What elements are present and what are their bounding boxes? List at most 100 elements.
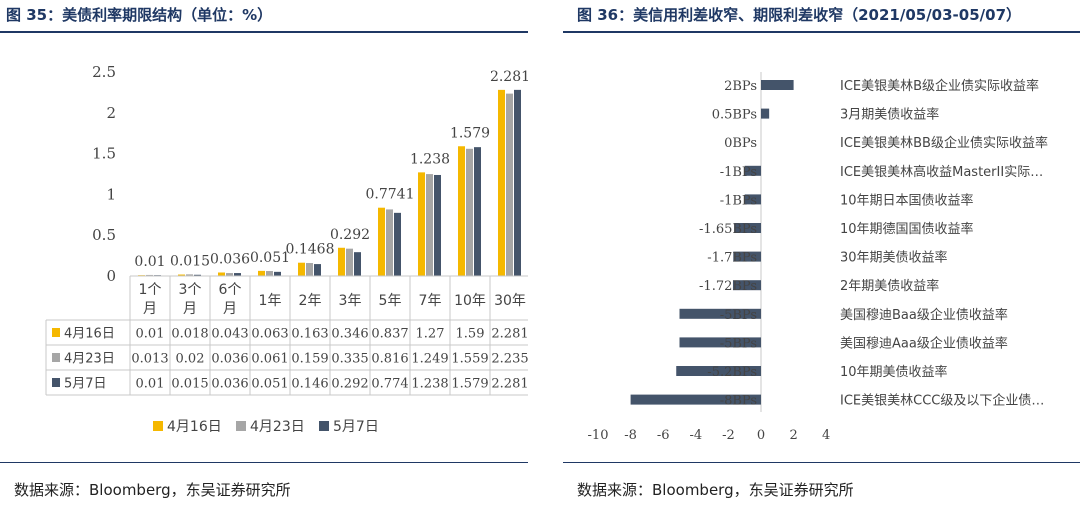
bar: [266, 271, 273, 276]
bar: [378, 207, 385, 276]
data-label: 0.015: [170, 253, 210, 269]
bar: [434, 174, 441, 276]
data-label: 0.1468: [286, 242, 335, 258]
category-label: 10年: [454, 293, 486, 309]
category-label: 30年期美债收益率: [840, 250, 948, 266]
bar: [676, 366, 761, 376]
category-label: 1年: [259, 293, 282, 309]
data-label: 1.579: [450, 125, 490, 141]
table-cell: 0.018: [171, 327, 208, 342]
table-cell: 2.281: [491, 327, 528, 342]
bar: [354, 252, 361, 276]
table-row-label: 4月16日: [64, 327, 115, 342]
data-label: 0.036: [210, 251, 250, 267]
table-cell: 0.159: [291, 352, 328, 367]
table-cell: 0.346: [331, 327, 368, 342]
table-cell: 1.238: [411, 377, 448, 392]
bar: [226, 273, 233, 276]
bar: [346, 248, 353, 276]
figure-36-source: 数据来源：Bloomberg，东吴证券研究所: [577, 481, 854, 499]
category-label: 2年: [299, 293, 322, 309]
x-tick-label: -6: [657, 428, 670, 443]
y-tick-label: 2: [106, 104, 116, 122]
x-tick-label: 0: [757, 428, 765, 443]
table-cell: 0.774: [371, 377, 408, 392]
y-tick-label: 0.5: [92, 226, 116, 244]
table-cell: 1.59: [456, 327, 485, 342]
data-label: 0.292: [330, 227, 370, 243]
bar: [394, 212, 401, 276]
table-cell: 0.063: [251, 327, 288, 342]
bar: [258, 270, 265, 276]
treasury-term-structure-chart: 00.511.522.50.01 0.015 0.036 0.0510.14680.2…: [45, 63, 528, 435]
figure-35-panel: 图 35：美债利率期限结构（单位：%） 0 0.5 1 1.5 2 2.5 0.01 0.01…: [0, 0, 528, 507]
bar: [734, 223, 761, 233]
x-tick-label: 2: [789, 428, 797, 443]
category-label: ICE美银美林高收益MasterII实际…: [840, 164, 1043, 180]
table-cell: 0.015: [171, 377, 208, 392]
data-label: 0.051: [250, 250, 290, 266]
figure-35-source: 数据来源：Bloomberg，东吴证券研究所: [14, 481, 291, 499]
table-cell: 0.292: [331, 377, 368, 392]
category-label: 10年期日本国债收益率: [840, 192, 974, 208]
bar: [498, 89, 505, 277]
table-cell: 0.02: [176, 352, 205, 367]
bar: [338, 247, 345, 276]
table-legend-key: [52, 328, 60, 337]
table-cell: 0.043: [211, 327, 248, 342]
bar: [426, 174, 433, 276]
bar: [761, 80, 794, 90]
bar: [506, 93, 513, 277]
bar: [733, 251, 761, 262]
value-label: -1.65BPs: [699, 222, 757, 237]
table-cell: 0.816: [371, 352, 408, 367]
value-label: 0BPs: [724, 136, 757, 151]
x-tick-label: -8: [624, 428, 637, 443]
category-label: 美国穆迪Aaa级企业债收益率: [840, 335, 1008, 351]
bar: [514, 89, 521, 277]
bar: [466, 148, 473, 276]
category-label: 5年: [379, 293, 402, 309]
table-cell: 1.249: [411, 352, 448, 367]
table-cell: 0.163: [291, 327, 328, 342]
category-label: 6个月: [219, 282, 242, 317]
value-label: 0.5BPs: [712, 108, 757, 123]
bar: [732, 280, 761, 291]
table-legend-key: [52, 378, 60, 387]
category-label: 30年: [494, 293, 526, 309]
category-label: 7年: [419, 293, 442, 309]
x-tick-label: -4: [689, 428, 702, 443]
bar: [679, 337, 761, 348]
y-tick-label: 1: [106, 185, 116, 203]
legend-label: 4月23日: [250, 419, 305, 435]
legend-label: 4月16日: [167, 419, 222, 435]
bar: [744, 165, 761, 176]
bar: [314, 264, 321, 276]
value-label: 2BPs: [724, 79, 757, 94]
figure-36-bottom-rule: [563, 462, 1080, 463]
category-label: 10年期德国国债收益率: [840, 221, 974, 237]
bar: [146, 274, 153, 276]
bar: [744, 194, 761, 205]
bar: [306, 263, 313, 276]
table-row-label: 4月23日: [64, 352, 115, 367]
figure-36-top-rule: [563, 31, 1080, 33]
value-label: -5BPs: [720, 308, 757, 323]
bar: [761, 108, 770, 119]
bar: [194, 274, 201, 276]
bar: [218, 272, 225, 276]
data-label: 1.238: [410, 151, 450, 167]
bar: [474, 147, 481, 276]
category-label: 3年: [339, 293, 362, 309]
figure-36-panel: 图 36：美信用利差收窄、期限利差收窄（2021/05/03-05/07） 2B…: [563, 0, 1080, 507]
table-cell: 0.01: [136, 377, 165, 392]
bar: [178, 274, 185, 276]
value-label: -1BPs: [720, 165, 757, 180]
value-label: -8BPs: [720, 394, 757, 409]
value-label: -5.2BPs: [707, 365, 757, 380]
category-label: 1个月: [139, 282, 162, 317]
table-cell: 1.559: [451, 352, 488, 367]
table-legend-key: [52, 353, 60, 362]
table-cell: 0.051: [251, 377, 288, 392]
bar: [630, 394, 761, 405]
